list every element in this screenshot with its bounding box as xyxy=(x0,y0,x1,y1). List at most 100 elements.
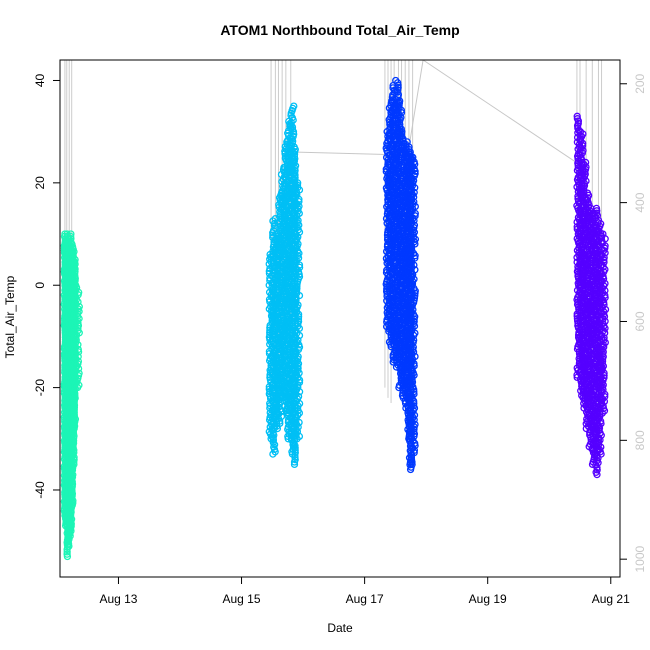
data-point xyxy=(291,448,299,457)
x-tick-label: Aug 17 xyxy=(346,592,384,606)
data-point xyxy=(410,390,418,398)
y2-tick-label: 800 xyxy=(633,430,647,450)
data-point xyxy=(580,182,589,190)
data-point xyxy=(407,456,416,464)
y-tick-label: 20 xyxy=(33,176,47,190)
data-point xyxy=(71,392,79,400)
data-point xyxy=(573,115,582,123)
plot-area xyxy=(60,60,610,561)
data-point xyxy=(583,189,592,197)
data-point xyxy=(398,132,406,141)
data-point xyxy=(573,112,581,120)
data-point xyxy=(290,102,298,110)
data-point xyxy=(70,408,78,416)
data-point xyxy=(70,456,78,464)
y-tick-label: -20 xyxy=(33,379,47,397)
data-point xyxy=(67,522,75,530)
data-point xyxy=(70,460,78,469)
data-point xyxy=(294,179,302,187)
series-2 xyxy=(265,102,304,469)
data-point xyxy=(67,230,75,238)
y2-tick-label: 1000 xyxy=(633,546,647,573)
x-axis-label: Date xyxy=(327,621,353,635)
data-point xyxy=(68,480,77,488)
y-tick-label: 40 xyxy=(33,73,47,87)
plot-inner xyxy=(60,60,610,561)
data-point xyxy=(292,296,300,304)
y2-tick-label: 400 xyxy=(633,192,647,212)
y2-tick-label: 600 xyxy=(633,311,647,331)
data-point xyxy=(69,245,77,254)
x-tick-label: Aug 13 xyxy=(99,592,137,606)
data-point xyxy=(398,365,406,374)
data-point xyxy=(291,456,299,464)
data-point xyxy=(71,267,79,276)
data-point xyxy=(67,513,75,521)
data-point xyxy=(276,419,284,428)
data-point xyxy=(576,128,585,136)
plot-frame xyxy=(59,59,621,578)
data-point xyxy=(70,448,78,457)
data-point xyxy=(407,259,416,267)
data-point xyxy=(408,460,416,469)
data-point xyxy=(69,499,77,507)
data-point xyxy=(409,153,417,161)
data-point xyxy=(410,449,418,457)
data-point xyxy=(411,170,419,178)
y-tick-label: 0 xyxy=(33,282,47,289)
data-point xyxy=(63,550,71,558)
data-point xyxy=(382,287,391,296)
data-point xyxy=(410,317,418,326)
data-point xyxy=(71,272,79,280)
data-point xyxy=(293,284,301,293)
data-point xyxy=(70,403,79,412)
x-tick-label: Aug 19 xyxy=(469,592,507,606)
data-point xyxy=(70,410,78,419)
data-point xyxy=(410,427,418,436)
data-point xyxy=(295,263,304,272)
data-point xyxy=(394,83,402,92)
series-3 xyxy=(382,76,420,474)
data-point xyxy=(409,402,418,410)
data-point xyxy=(290,460,299,469)
data-point xyxy=(290,143,298,151)
data-point xyxy=(288,125,297,134)
y2-tick-label: 200 xyxy=(633,73,647,93)
x-tick-label: Aug 21 xyxy=(592,592,630,606)
data-point xyxy=(294,383,302,391)
data-point xyxy=(386,214,394,222)
data-point xyxy=(574,119,582,128)
data-point xyxy=(68,487,76,495)
data-point xyxy=(70,406,78,414)
data-point xyxy=(398,177,406,185)
data-point xyxy=(294,315,303,323)
data-point xyxy=(69,437,78,445)
y-tick-label: -40 xyxy=(33,481,47,499)
data-point xyxy=(395,104,403,112)
y-axis-label: Total_Air_Temp xyxy=(3,275,17,358)
data-point xyxy=(294,322,302,330)
data-point xyxy=(398,128,406,136)
data-point xyxy=(396,97,404,105)
data-point xyxy=(578,142,587,150)
data-point xyxy=(73,312,82,320)
data-point xyxy=(407,245,416,253)
data-point xyxy=(293,289,301,297)
data-point xyxy=(408,280,417,288)
series-1 xyxy=(60,230,83,561)
data-point xyxy=(69,439,78,447)
data-point xyxy=(410,388,418,396)
data-point xyxy=(408,181,417,190)
data-point xyxy=(382,167,390,176)
data-point xyxy=(392,76,400,85)
chart-title: ATOM1 Northbound Total_Air_Temp xyxy=(220,22,459,38)
data-point xyxy=(71,281,80,289)
data-point xyxy=(69,430,78,438)
data-point xyxy=(290,150,299,158)
data-point xyxy=(581,158,590,167)
x-tick-label: Aug 15 xyxy=(223,592,261,606)
data-point xyxy=(293,282,301,290)
data-point xyxy=(67,508,75,516)
data-point xyxy=(592,209,601,217)
